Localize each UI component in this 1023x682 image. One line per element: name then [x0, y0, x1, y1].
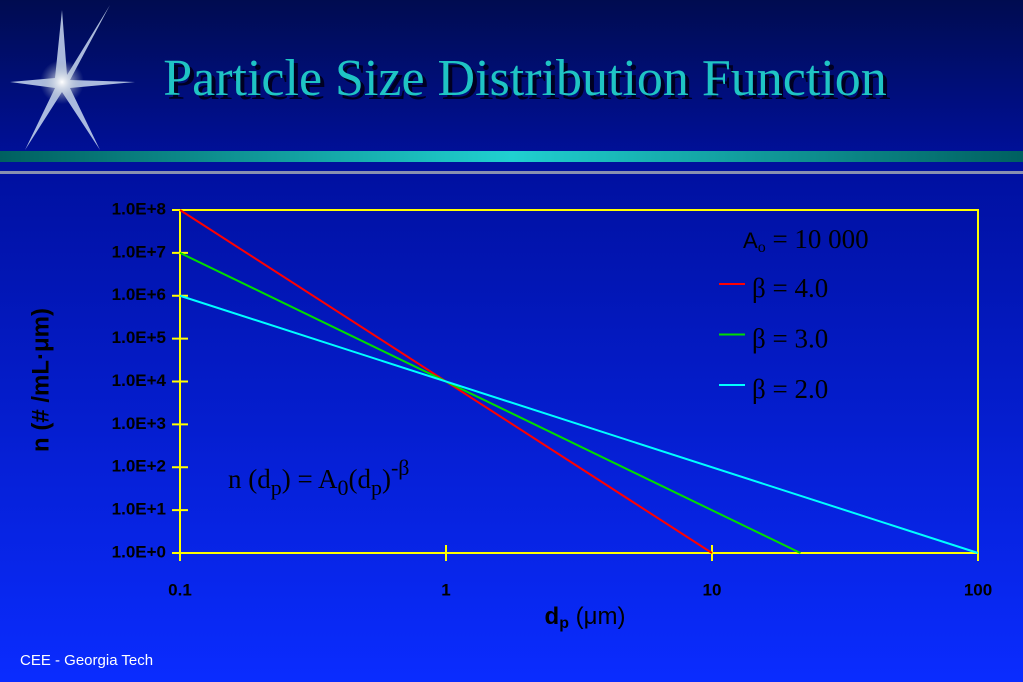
legend-title: Ao = 10 000 [743, 224, 869, 255]
star-logo [10, 5, 135, 150]
y-tick-label: 1.0E+3 [112, 414, 166, 433]
x-tick-label: 100 [964, 580, 992, 599]
x-tick-label: 0.1 [168, 580, 192, 599]
series-line [179, 251, 801, 554]
legend-label: β = 3.0 [752, 324, 828, 354]
formula: n (dp) = A0(dp)-β [228, 455, 410, 500]
x-tick-label: 1 [441, 580, 450, 599]
header-rule [0, 171, 1023, 174]
y-axis-label: n (# /mL·μm) [27, 308, 54, 452]
x-axis-label: dp (μm) [545, 603, 626, 632]
legend-label: β = 4.0 [752, 273, 828, 303]
y-tick-label: 1.0E+6 [112, 285, 166, 304]
title-shadow: Particle Size Distribution Function [167, 54, 891, 111]
footer: CEE - Georgia Tech [20, 652, 153, 669]
y-tick-label: 1.0E+8 [112, 199, 166, 218]
y-tick-label: 1.0E+2 [112, 457, 166, 476]
y-tick-label: 1.0E+7 [112, 242, 166, 261]
x-tick-label: 10 [703, 580, 722, 599]
y-tick-label: 1.0E+5 [112, 328, 166, 347]
y-tick-label: 1.0E+1 [112, 500, 166, 519]
series-line [179, 294, 979, 554]
title: Particle Size Distribution Function [163, 50, 887, 107]
plot: 1.0E+0 1.0E+1 1.0E+2 1.0E+3 1.0E+4 1.0E+5 1.0E… [112, 199, 993, 599]
legend-label: β = 2.0 [752, 374, 828, 404]
y-tick-label: 1.0E+4 [112, 371, 167, 390]
y-tick-label: 1.0E+0 [112, 542, 166, 561]
header-bar [0, 151, 1023, 162]
